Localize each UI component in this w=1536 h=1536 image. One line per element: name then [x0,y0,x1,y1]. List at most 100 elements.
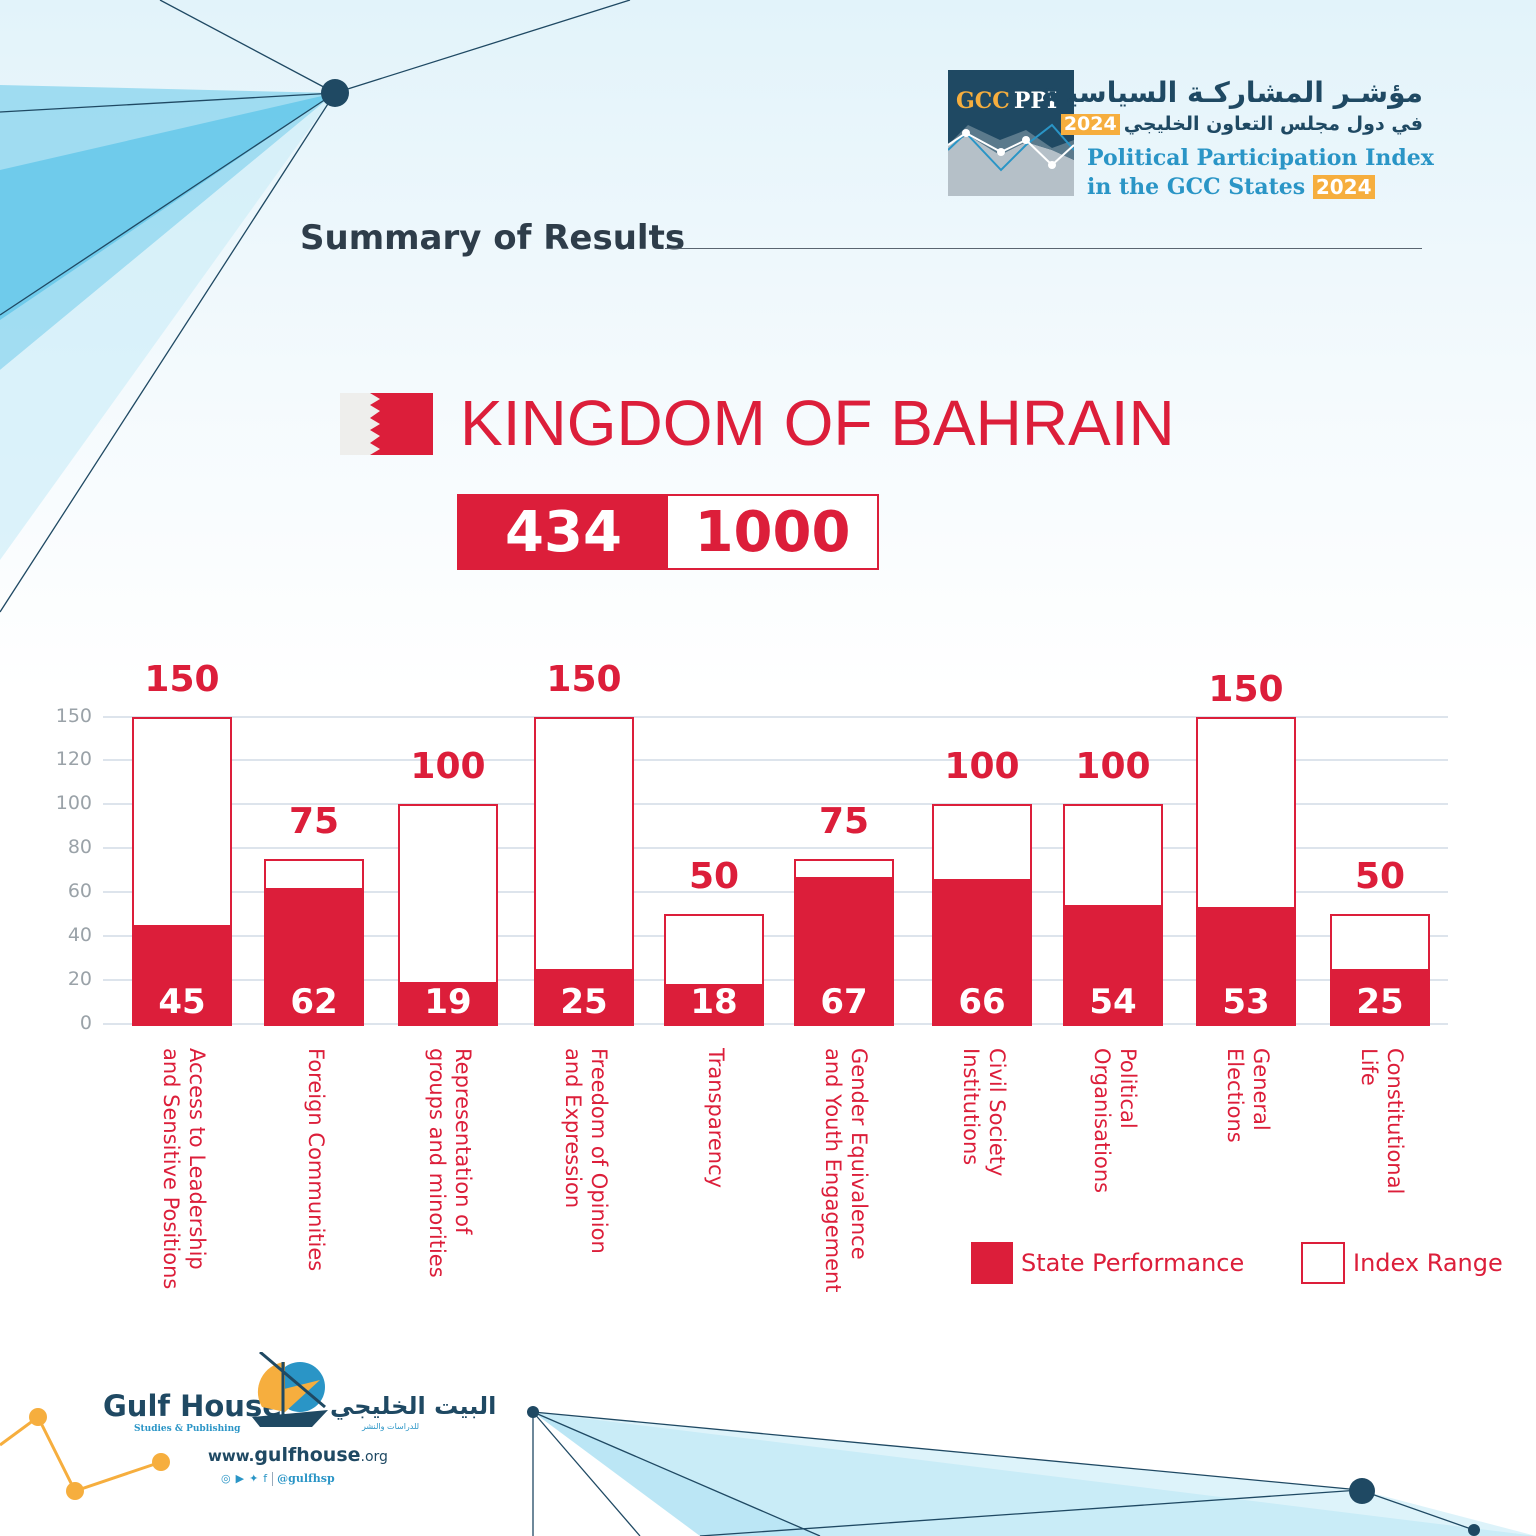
score-value: 434 [459,496,668,568]
state-performance-bar: 25 [1330,969,1430,1026]
y-tick-label: 150 [55,705,92,727]
gridline [103,979,1448,981]
category-label: Transparency [704,1048,728,1189]
state-performance-bar: 66 [932,878,1032,1026]
state-performance-bar: 62 [264,887,364,1026]
gridline [103,1023,1448,1025]
arabic-title: مؤشـر المشاركـة السياسيـة [1041,76,1423,109]
y-tick-label: 120 [55,748,92,770]
range-value-label: 75 [818,801,870,842]
bahrain-flag-icon [340,393,433,455]
english-subtitle: in the GCC States [1087,174,1306,200]
range-value-label: 150 [144,659,220,700]
index-range-bar: 45 [132,717,232,1026]
performance-value-label: 53 [1222,982,1270,1022]
state-performance-bar: 45 [132,925,232,1026]
category-label: Foreign Communities [304,1048,328,1272]
gulf-house-subtitle: Studies & Publishing [134,1424,241,1434]
index-range-bar: 67 [794,859,894,1026]
y-tick-label: 0 [79,1012,92,1034]
range-value-label: 100 [410,746,486,787]
performance-value-label: 25 [560,982,608,1022]
divider [665,248,1422,249]
category-label: Access to Leadership and Sensitive Posit… [159,1048,209,1290]
gridline [103,803,1448,805]
gridline [103,759,1448,761]
index-range-bar: 25 [1330,914,1430,1026]
range-value-label: 150 [1208,669,1284,710]
category-label: General Elections [1223,1048,1273,1143]
performance-value-label: 54 [1089,982,1137,1022]
gridline [103,847,1448,849]
total-score: 434 1000 [457,494,879,570]
gridline [103,891,1448,893]
gulf-house-arabic: البيت الخليجي [330,1392,497,1420]
category-label: Political Organisations [1090,1048,1140,1194]
facebook-icon[interactable]: f [263,1472,268,1485]
twitter-icon[interactable]: ✦ [249,1472,259,1485]
performance-value-label: 25 [1356,982,1404,1022]
index-range-bar: 53 [1196,717,1296,1026]
year-badge-en: 2024 [1312,175,1375,199]
legend-range-label: Index Range [1353,1249,1503,1277]
performance-value-label: 45 [158,982,206,1022]
y-tick-label: 40 [67,924,92,946]
logo-ppi-text: PPI [1013,88,1058,114]
range-value-label: 50 [688,856,740,897]
category-label: Constitutional Life [1357,1048,1407,1195]
website-domain: gulfhouse [254,1444,361,1466]
score-max: 1000 [668,496,877,568]
index-range-bar: 66 [932,804,1032,1026]
category-label: Civil Society Institutions [959,1048,1009,1177]
y-tick-label: 60 [67,880,92,902]
index-range-bar: 19 [398,804,498,1026]
gridline [103,935,1448,937]
gulf-house-arabic-sub: للدراسات والنشر [362,1422,420,1431]
category-label: Freedom of Opinion and Expression [561,1048,611,1254]
legend-performance-swatch [971,1242,1013,1284]
y-tick-label: 100 [55,792,92,814]
state-performance-bar: 18 [664,982,764,1026]
range-value-label: 150 [546,659,622,700]
range-value-label: 100 [1075,746,1151,787]
y-tick-label: 20 [67,968,92,990]
performance-value-label: 67 [820,982,868,1022]
gccppi-logo: GCC PPI [948,70,1074,196]
arabic-subtitle: في دول مجلس التعاون الخليجي [1123,113,1423,135]
state-performance-bar: 19 [398,982,498,1026]
index-range-bar: 62 [264,859,364,1026]
instagram-icon[interactable]: ◎ [221,1472,231,1485]
gulf-house-logo-text: Gulf House [103,1389,282,1423]
state-performance-bar: 67 [794,876,894,1026]
logo-gcc-text: GCC [956,88,1010,114]
range-value-label: 75 [288,801,340,842]
performance-value-label: 62 [290,982,338,1022]
youtube-icon[interactable]: ▶ [235,1472,245,1485]
state-performance-bar: 53 [1196,907,1296,1026]
y-tick-label: 80 [67,836,92,858]
legend-range-swatch [1301,1242,1345,1284]
country-title: KINGDOM OF BAHRAIN [460,387,1175,459]
index-range-bar: 18 [664,914,764,1026]
website-link[interactable]: www.gulfhouse.org [208,1444,388,1468]
state-performance-bar: 54 [1063,905,1163,1026]
category-label: Representation of groups and minorities [425,1048,475,1278]
legend-performance-label: State Performance [1021,1249,1245,1277]
english-title: Political Participation Index [1087,145,1434,171]
website-prefix: www. [208,1447,255,1465]
index-range-bar: 25 [534,717,634,1026]
performance-value-label: 66 [958,982,1006,1022]
gridline [103,716,1448,718]
section-title: Summary of Results [300,218,686,258]
year-badge-ar: 2024 [1060,114,1120,135]
dhow-boat-logo-icon [252,1352,328,1427]
website-tld: .org [360,1449,388,1465]
index-range-bar: 54 [1063,804,1163,1026]
performance-value-label: 19 [424,982,472,1022]
performance-value-label: 18 [690,982,738,1022]
social-handle[interactable]: @gulfhsp [272,1472,335,1486]
category-label: Gender Equivalence and Youth Engagement [821,1048,871,1293]
state-performance-bar: 25 [534,969,634,1026]
range-value-label: 50 [1354,856,1406,897]
